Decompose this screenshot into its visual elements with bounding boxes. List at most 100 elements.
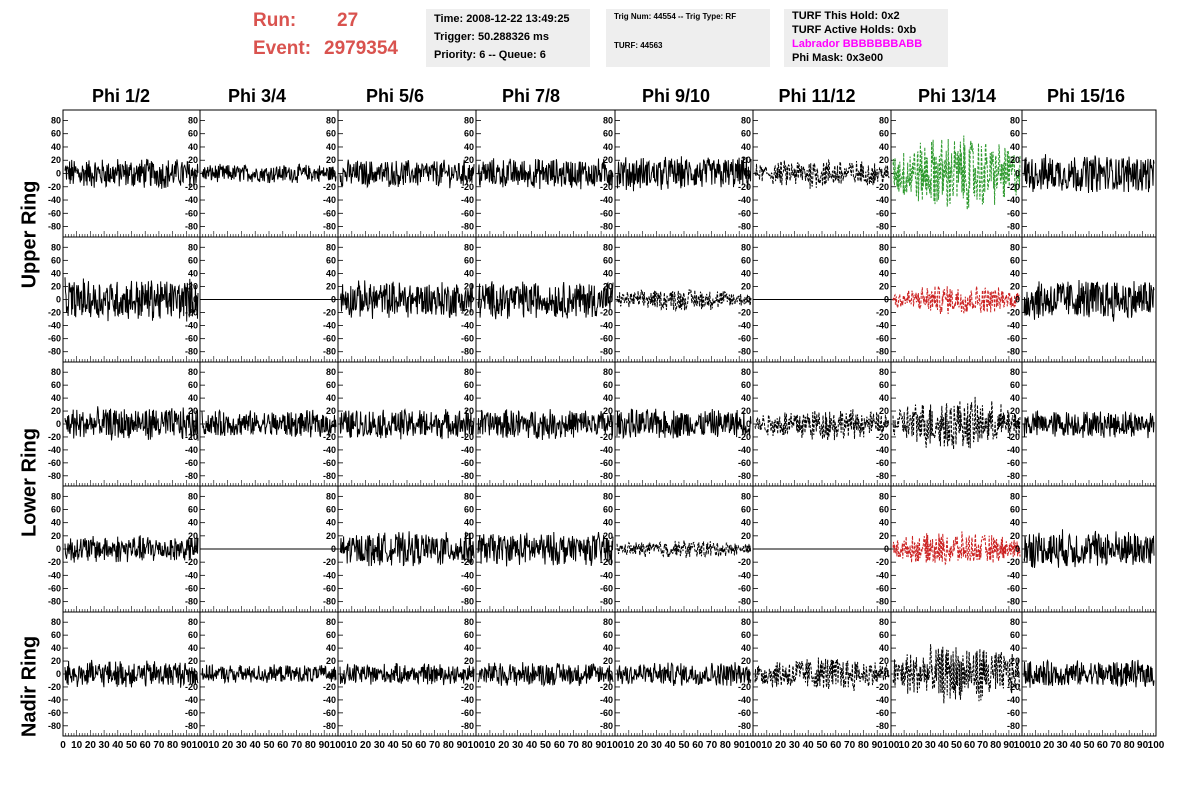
y-tick-label: 60 (188, 505, 198, 515)
x-tick-label: 90 (596, 740, 608, 751)
x-tick-label: 10 (208, 740, 220, 751)
y-tick-label: -60 (461, 583, 474, 593)
y-tick-label: -20 (461, 682, 474, 692)
x-tick-label: 80 (443, 740, 455, 751)
y-tick-label: -80 (185, 222, 198, 232)
x-tick-label: 30 (512, 740, 524, 751)
event-label: Event: (253, 38, 312, 59)
y-tick-label: 20 (741, 281, 751, 291)
x-tick-label: 60 (830, 740, 842, 751)
y-tick-label: 60 (326, 129, 336, 139)
y-tick-label: -80 (185, 471, 198, 481)
y-tick-label: -80 (600, 347, 613, 357)
y-tick-label: 20 (326, 155, 336, 165)
y-tick-label: 40 (188, 518, 198, 528)
x-tick-label: 60 (415, 740, 427, 751)
y-tick-label: 60 (51, 255, 61, 265)
y-tick-label: -60 (1007, 583, 1020, 593)
waveform-solid (339, 280, 475, 319)
x-tick-label: 40 (526, 740, 538, 751)
y-tick-label: -60 (323, 334, 336, 344)
y-tick-label: 0 (746, 295, 751, 305)
y-tick-label: 40 (326, 393, 336, 403)
y-tick-label: -20 (738, 308, 751, 318)
y-tick-label: 60 (326, 505, 336, 515)
y-tick-label: 0 (469, 169, 474, 179)
y-tick-label: -20 (876, 557, 889, 567)
y-tick-label: -20 (1007, 432, 1020, 442)
y-tick-label: -40 (185, 195, 198, 205)
y-tick-label: 80 (326, 115, 336, 125)
y-tick-label: -20 (185, 308, 198, 318)
y-tick-label: -60 (185, 334, 198, 344)
column-header-phi-9-10: Phi 9/10 (641, 86, 711, 106)
x-tick-label: 90 (872, 740, 884, 751)
x-tick-label: 70 (706, 740, 718, 751)
x-tick-label: 20 (912, 740, 924, 751)
column-header-phi-11-12: Phi 11/12 (778, 86, 856, 106)
x-tick-label: 20 (222, 740, 234, 751)
y-tick-label: -60 (461, 708, 474, 718)
y-tick-label: 20 (464, 281, 474, 291)
y-tick-label: -60 (185, 208, 198, 218)
y-tick-label: -60 (600, 208, 613, 218)
y-tick-label: 80 (879, 242, 889, 252)
waveform-solid (64, 659, 199, 688)
x-tick-label: 20 (85, 740, 97, 751)
y-tick-label: -60 (738, 708, 751, 718)
event-value: 2979354 (324, 38, 398, 59)
y-tick-label: -80 (600, 471, 613, 481)
x-tick-label: 40 (803, 740, 815, 751)
y-tick-label: 60 (1010, 630, 1020, 640)
x-tick-label: 80 (858, 740, 870, 751)
y-tick-label: 80 (188, 242, 198, 252)
x-tick-label: 40 (938, 740, 950, 751)
y-tick-label: 40 (464, 142, 474, 152)
y-tick-label: 40 (51, 393, 61, 403)
y-tick-label: -60 (600, 583, 613, 593)
y-tick-label: 60 (51, 505, 61, 515)
y-tick-label: -80 (1007, 222, 1020, 232)
y-tick-label: -60 (48, 334, 61, 344)
y-tick-label: 40 (879, 268, 889, 278)
y-tick-label: 20 (188, 656, 198, 666)
x-tick-label: 70 (568, 740, 580, 751)
y-tick-label: -80 (48, 721, 61, 731)
y-tick-label: 0 (56, 419, 61, 429)
y-tick-label: 0 (193, 419, 198, 429)
y-tick-label: 60 (741, 630, 751, 640)
waveform-green (892, 135, 1021, 210)
y-tick-label: 60 (741, 255, 751, 265)
y-tick-label: -80 (48, 347, 61, 357)
x-tick-label: 10 (1030, 740, 1042, 751)
y-tick-label: 0 (746, 169, 751, 179)
y-tick-label: -60 (323, 708, 336, 718)
y-tick-label: 80 (741, 617, 751, 627)
y-tick-label: 0 (608, 419, 613, 429)
y-tick-label: 0 (331, 544, 336, 554)
column-header-phi-15-16: Phi 15/16 (1046, 86, 1126, 106)
y-tick-label: 80 (51, 242, 61, 252)
turf-info-box: TURF This Hold: 0x2 TURF Active Holds: 0… (784, 9, 948, 67)
y-tick-label: 80 (464, 115, 474, 125)
y-tick-label: -60 (600, 334, 613, 344)
y-tick-label: -80 (1007, 721, 1020, 731)
y-tick-label: 80 (1010, 367, 1020, 377)
y-tick-label: 20 (326, 281, 336, 291)
y-tick-label: 0 (469, 419, 474, 429)
y-tick-label: 20 (464, 155, 474, 165)
y-tick-label: 60 (464, 129, 474, 139)
x-tick-label: 40 (665, 740, 677, 751)
y-tick-label: -40 (876, 321, 889, 331)
waveform-solid (1023, 410, 1155, 439)
y-tick-label: 80 (741, 491, 751, 501)
row-label-nadir-ring: Nadir Ring (18, 635, 41, 738)
y-tick-label: -80 (738, 471, 751, 481)
y-tick-label: 0 (608, 669, 613, 679)
x-tick-label: 40 (250, 740, 262, 751)
x-tick-label: 20 (775, 740, 787, 751)
x-tick-label: 100 (745, 740, 762, 751)
waveform-solid (64, 158, 199, 189)
y-tick-label: 40 (603, 142, 613, 152)
y-tick-label: 40 (464, 268, 474, 278)
